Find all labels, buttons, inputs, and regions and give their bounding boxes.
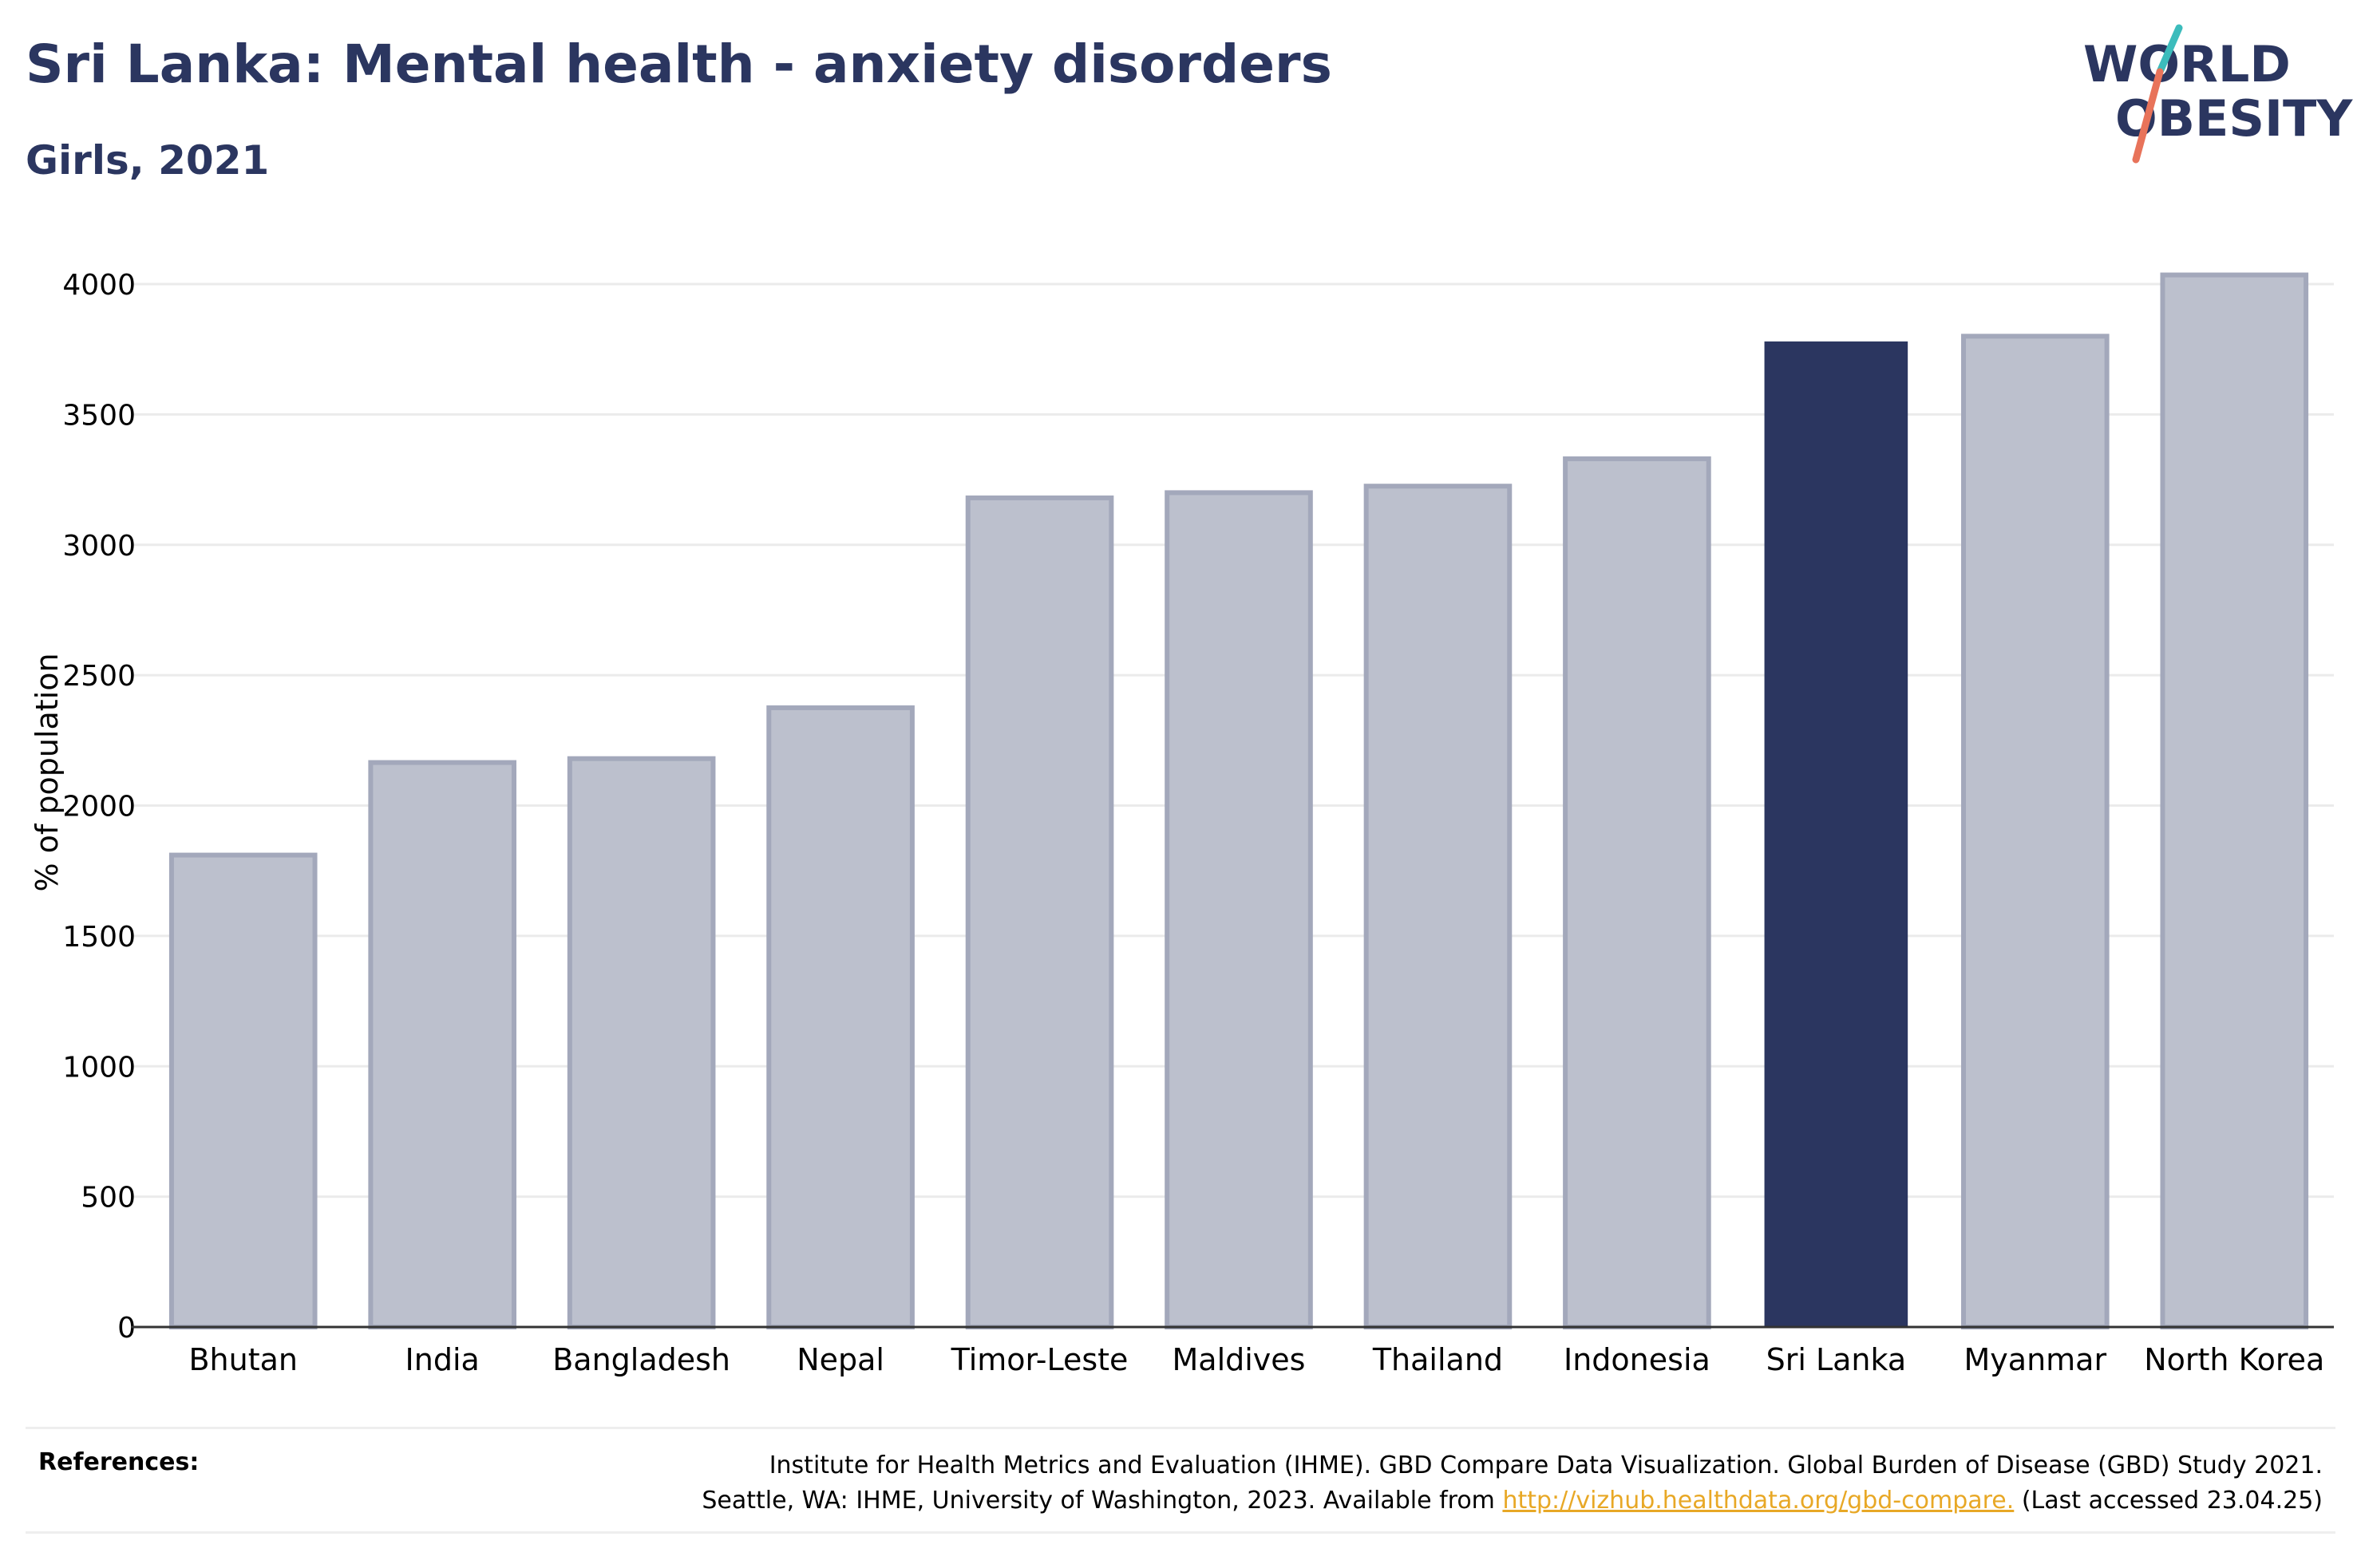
bar-indonesia: [1563, 456, 1711, 1329]
y-tick-label: 4000: [62, 269, 136, 302]
y-tick-label: 1000: [62, 1051, 136, 1084]
bar-thailand: [1363, 484, 1513, 1330]
references-box: References: Institute for Health Metrics…: [26, 1427, 2335, 1534]
x-tick-label: Thailand: [1372, 1342, 1503, 1377]
bars: [168, 272, 2309, 1330]
x-tick-label: Bhutan: [188, 1342, 298, 1377]
chart-title: Sri Lanka: Mental health - anxiety disor…: [26, 34, 1332, 95]
references-line-2: Seattle, WA: IHME, University of Washing…: [702, 1483, 2323, 1519]
bar-bangladesh: [567, 756, 716, 1329]
world-obesity-logo: WORLD OBESITY: [2083, 24, 2352, 168]
bar-maldives: [1165, 490, 1313, 1329]
references-line-2-suffix: (Last accessed 23.04.25): [2014, 1487, 2323, 1515]
bar-nepal: [766, 705, 915, 1329]
references-line-1: Institute for Health Metrics and Evaluat…: [769, 1451, 2323, 1479]
y-tick-label: 1500: [62, 921, 136, 954]
x-tick-label: Myanmar: [1964, 1342, 2107, 1377]
x-tick-label: Sri Lanka: [1766, 1342, 1907, 1377]
x-tick-label: North Korea: [2144, 1342, 2324, 1377]
x-tick-label: Indonesia: [1564, 1342, 1710, 1377]
y-tick-label: 2000: [62, 791, 136, 823]
references-text: Institute for Health Metrics and Evaluat…: [702, 1448, 2323, 1519]
y-tick-label: 2500: [62, 660, 136, 693]
y-tick-label: 500: [81, 1182, 136, 1215]
logo-slash-icon: [2132, 24, 2183, 164]
bar-myanmar: [1961, 334, 2110, 1330]
y-tick-label: 0: [117, 1312, 136, 1345]
references-link[interactable]: http://vizhub.healthdata.org/gbd-compare…: [1502, 1487, 2015, 1515]
y-tick-label: 3000: [62, 530, 136, 563]
x-tick-label: Bangladesh: [552, 1342, 730, 1377]
chart-subtitle: Girls, 2021: [26, 137, 270, 184]
axes: 0 500 1000 1500 2000 2500 3000 3500 4000 Bhutan In…: [62, 269, 2334, 1377]
bar-chart: 0 500 1000 1500 2000 2500 3000 3500 4000 Bhutan In…: [30, 269, 2334, 1377]
y-axis-label: % of population: [30, 653, 65, 891]
bar-north-korea: [2160, 272, 2309, 1330]
bar-timor-leste: [965, 495, 1114, 1329]
x-tick-label: Nepal: [797, 1342, 884, 1377]
bar-sri-lanka: [1764, 341, 1908, 1327]
references-label: References:: [38, 1448, 200, 1476]
x-tick-label: Timor-Leste: [951, 1342, 1129, 1377]
logo-line-1: WORLD: [2083, 35, 2291, 93]
bar-india: [368, 760, 516, 1329]
y-tick-label: 3500: [62, 399, 136, 432]
bar-bhutan: [168, 852, 318, 1329]
x-tick-label: Maldives: [1173, 1342, 1306, 1377]
references-line-2-prefix: Seattle, WA: IHME, University of Washing…: [702, 1487, 1503, 1515]
x-tick-label: India: [405, 1342, 480, 1377]
